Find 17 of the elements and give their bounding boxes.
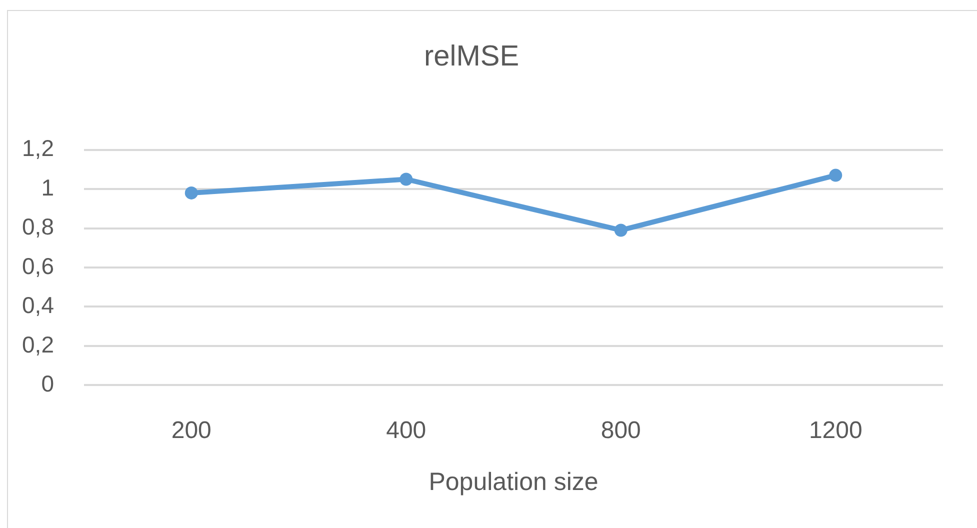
y-tick-label: 0,8 [22,214,54,240]
y-tick-label: 0,2 [22,331,54,358]
x-tick-label: 800 [600,417,641,444]
y-tick-label: 0,6 [22,252,54,279]
y-tick-label: 1,2 [22,135,54,162]
x-tick-label: 200 [171,417,212,444]
y-tick-label: 0,4 [22,292,54,318]
x-axis-title: Population size [428,468,598,496]
point [184,186,198,200]
y-tick-label: 1 [41,174,54,200]
y-tick-label: 0 [41,370,54,397]
point [829,168,842,182]
x-tick-label: 400 [386,417,426,444]
point [614,224,628,237]
point [400,172,413,186]
chart-title: relMSE [424,40,520,72]
x-tick-label: 1200 [808,417,862,444]
